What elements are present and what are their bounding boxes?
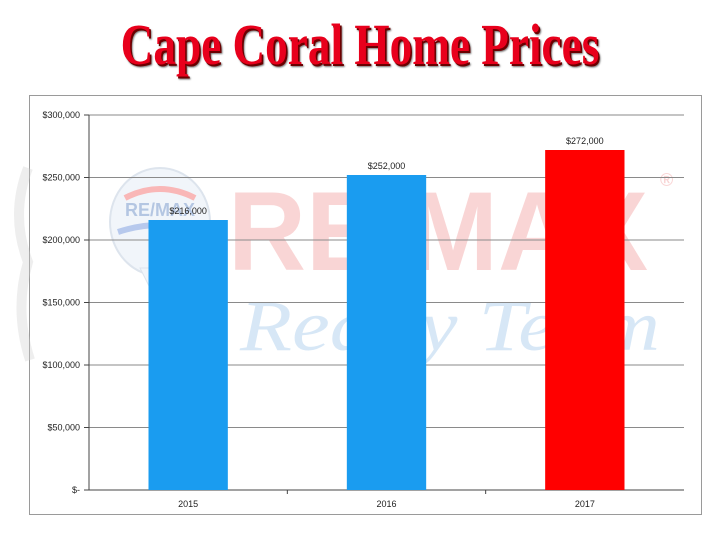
watermark-registered-mark: ® bbox=[660, 170, 673, 190]
x-tick-label-2017: 2017 bbox=[575, 499, 595, 509]
y-tick-label: $150,000 bbox=[42, 298, 80, 308]
y-tick-label: $250,000 bbox=[42, 173, 80, 183]
y-tick-label: $100,000 bbox=[42, 360, 80, 370]
balloon-logo-text: RE/MAX bbox=[125, 200, 195, 220]
data-label-2017: $272,000 bbox=[566, 136, 604, 146]
bar-2015 bbox=[148, 220, 228, 490]
chart-frame bbox=[29, 95, 702, 515]
page-title: Cape Coral Home Prices bbox=[120, 12, 600, 77]
y-tick-label: $- bbox=[72, 485, 80, 495]
bar-2016 bbox=[346, 175, 427, 490]
data-label-2016: $252,000 bbox=[368, 161, 406, 171]
bars bbox=[148, 150, 625, 490]
y-tick-label: $200,000 bbox=[42, 235, 80, 245]
labels: $- $50,000 $100,000 $150,000 $200,000 $250,00… bbox=[42, 110, 603, 509]
bar-2017 bbox=[545, 150, 625, 490]
x-tick-label-2016: 2016 bbox=[376, 499, 396, 509]
data-label-2015: $216,000 bbox=[169, 206, 207, 216]
pin-shape-icon bbox=[14, 166, 35, 362]
y-tick-label: $50,000 bbox=[47, 423, 80, 433]
x-tick-label-2015: 2015 bbox=[178, 499, 198, 509]
y-tick-label: $300,000 bbox=[42, 110, 80, 120]
